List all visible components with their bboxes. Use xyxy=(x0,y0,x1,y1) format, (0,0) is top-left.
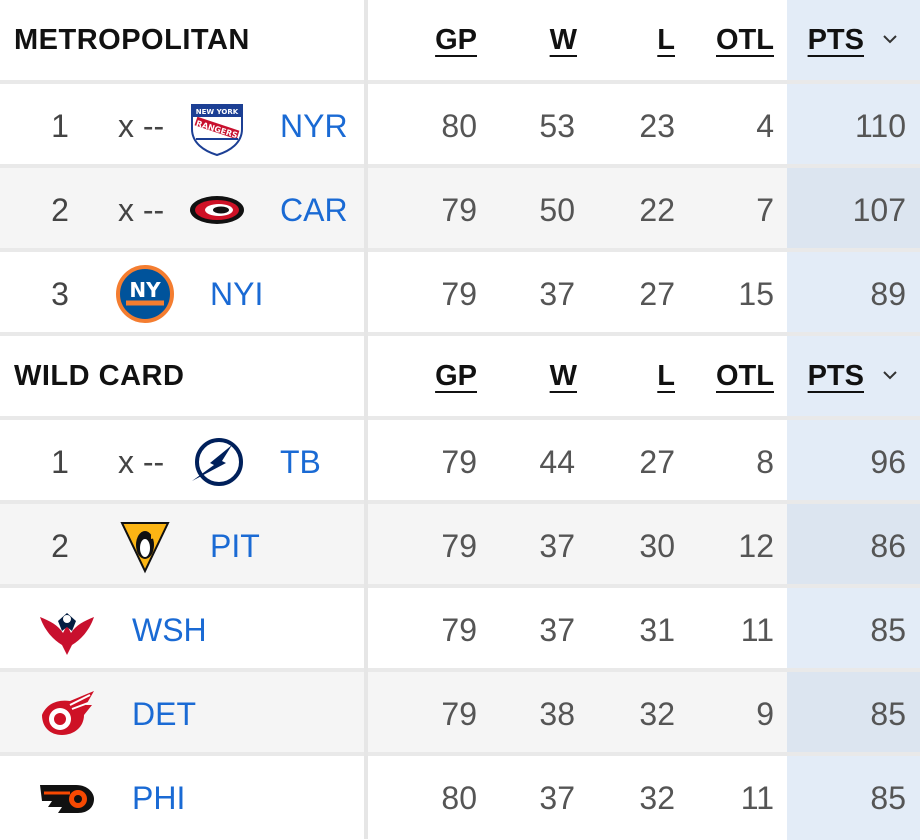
flyers-logo xyxy=(40,785,94,813)
stat-pts: 110 xyxy=(854,108,906,144)
table-row[interactable]: WSH 79 37 31 11 85 xyxy=(0,588,920,672)
stat-otl: 4 xyxy=(756,108,774,144)
clinch-indicator: x -- xyxy=(118,108,165,144)
stat-l: 31 xyxy=(639,612,675,648)
stat-w: 44 xyxy=(539,444,575,480)
stat-l: 30 xyxy=(639,528,675,564)
column-header-gp[interactable]: GP xyxy=(435,24,477,56)
table-row[interactable]: PHI 80 37 32 11 85 xyxy=(0,756,920,840)
hurricanes-logo xyxy=(190,196,244,224)
table-row[interactable]: DET 79 38 32 9 85 xyxy=(0,672,920,756)
red-wings-logo xyxy=(42,691,94,735)
stat-l: 22 xyxy=(639,192,675,228)
stat-pts: 85 xyxy=(870,780,906,816)
stat-pts: 107 xyxy=(852,192,906,228)
table-row[interactable]: 1 x -- TB 79 44 27 8 96 xyxy=(0,420,920,504)
chevron-down-icon[interactable] xyxy=(882,31,898,47)
column-header-w[interactable]: W xyxy=(549,360,577,392)
stat-l: 32 xyxy=(639,696,675,732)
column-divider xyxy=(364,0,368,839)
stat-gp: 79 xyxy=(441,276,477,312)
penguins-logo xyxy=(120,522,170,574)
column-header-l[interactable]: L xyxy=(657,360,675,392)
table-row[interactable]: 3 NY NYI 79 37 27 15 89 xyxy=(0,252,920,336)
clinch-indicator: x -- xyxy=(118,444,165,480)
column-header-pts[interactable]: PTS xyxy=(807,24,864,56)
stat-otl: 11 xyxy=(740,780,774,816)
team-link[interactable]: TB xyxy=(280,444,321,480)
stat-otl: 8 xyxy=(756,444,774,480)
team-link[interactable]: CAR xyxy=(280,192,348,228)
stat-w: 37 xyxy=(539,276,575,312)
stat-otl: 11 xyxy=(740,612,774,648)
table-row[interactable]: 1 x -- NEW YORK RANGERS NYR 80 53 23 4 1… xyxy=(0,84,920,168)
stat-pts: 86 xyxy=(870,528,906,564)
stat-otl: 12 xyxy=(738,528,774,564)
column-header-otl[interactable]: OTL xyxy=(716,360,774,392)
stat-pts: 96 xyxy=(870,444,906,480)
column-header-w[interactable]: W xyxy=(549,24,577,56)
stat-otl: 9 xyxy=(756,696,774,732)
stat-pts: 89 xyxy=(870,276,906,312)
team-link[interactable]: PIT xyxy=(210,528,260,564)
stat-w: 38 xyxy=(539,696,575,732)
rangers-logo: NEW YORK RANGERS xyxy=(191,104,243,157)
stat-otl: 7 xyxy=(756,192,774,228)
column-header-pts[interactable]: PTS xyxy=(807,360,864,392)
stat-w: 37 xyxy=(539,528,575,564)
stat-l: 27 xyxy=(639,276,675,312)
stat-pts: 85 xyxy=(870,612,906,648)
section-title: WILD CARD xyxy=(14,360,185,392)
team-link[interactable]: WSH xyxy=(132,612,207,648)
chevron-down-icon[interactable] xyxy=(882,367,898,383)
stat-l: 32 xyxy=(639,780,675,816)
stat-gp: 79 xyxy=(441,192,477,228)
stat-w: 50 xyxy=(539,192,575,228)
section-title: METROPOLITAN xyxy=(14,24,250,56)
section-header-metropolitan: METROPOLITAN GP W L OTL PTS xyxy=(0,0,920,80)
team-link[interactable]: PHI xyxy=(132,780,186,816)
islanders-logo: NY xyxy=(116,265,174,323)
stat-l: 23 xyxy=(639,108,675,144)
stat-pts: 85 xyxy=(870,696,906,732)
stat-gp: 80 xyxy=(441,108,477,144)
stat-l: 27 xyxy=(639,444,675,480)
stat-gp: 79 xyxy=(441,444,477,480)
stat-gp: 79 xyxy=(441,612,477,648)
column-header-otl[interactable]: OTL xyxy=(716,24,774,56)
stat-gp: 80 xyxy=(441,780,477,816)
stat-gp: 79 xyxy=(441,528,477,564)
section-header-wild-card: WILD CARD GP W L OTL PTS xyxy=(0,336,920,416)
team-link[interactable]: DET xyxy=(132,696,196,732)
clinch-indicator: x -- xyxy=(118,192,165,228)
lightning-logo xyxy=(192,438,243,486)
stat-w: 37 xyxy=(539,780,575,816)
team-link[interactable]: NYR xyxy=(280,108,348,144)
capitals-logo xyxy=(40,613,94,655)
stat-w: 53 xyxy=(539,108,575,144)
svg-text:NY: NY xyxy=(129,278,161,302)
column-header-gp[interactable]: GP xyxy=(435,360,477,392)
team-link[interactable]: NYI xyxy=(210,276,264,312)
column-header-l[interactable]: L xyxy=(657,24,675,56)
stat-gp: 79 xyxy=(441,696,477,732)
stat-w: 37 xyxy=(539,612,575,648)
svg-text:NEW YORK: NEW YORK xyxy=(196,108,239,116)
table-row[interactable]: 2 x -- CAR 79 50 22 7 107 xyxy=(0,168,920,252)
table-row[interactable]: 2 PIT 79 37 30 12 86 xyxy=(0,504,920,588)
stat-otl: 15 xyxy=(738,276,774,312)
